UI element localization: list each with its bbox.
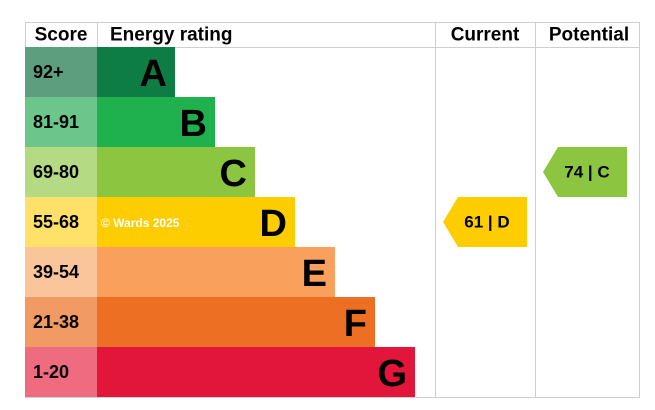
rating-bar	[97, 347, 415, 397]
bands: 92+ A 81-91 B 69-80 C 55-68 D 39-54 E 21-38 F 1-20 G	[25, 47, 415, 397]
score-label: 69-80	[33, 162, 79, 182]
score-label: 39-54	[33, 262, 79, 282]
score-label: 1-20	[33, 362, 69, 382]
score-cell	[25, 197, 97, 247]
watermark: © Wards 2025	[101, 216, 180, 230]
rating-letter: F	[344, 303, 367, 345]
current-label: 61 | D	[464, 213, 509, 232]
rating-letter: E	[302, 253, 327, 295]
score-label: 81-91	[33, 112, 79, 132]
rating-letter: B	[180, 103, 207, 145]
score-cell	[25, 347, 97, 397]
header-potential: Potential	[549, 25, 629, 46]
rating-letter: A	[140, 53, 167, 95]
score-label: 55-68	[33, 212, 79, 232]
score-cell	[25, 247, 97, 297]
rating-bar	[97, 247, 335, 297]
score-cell	[25, 147, 97, 197]
header-energy-rating: Energy rating	[110, 25, 232, 46]
rating-bar	[97, 97, 215, 147]
rating-bar	[97, 197, 295, 247]
rating-letter: C	[220, 153, 247, 195]
potential-arrow	[543, 147, 627, 197]
score-label: 92+	[33, 62, 64, 82]
rating-bar	[97, 47, 175, 97]
rating-letter: G	[377, 353, 407, 395]
header-current: Current	[451, 25, 520, 46]
score-cell	[25, 47, 97, 97]
score-cell	[25, 297, 97, 347]
header-score: Score	[35, 25, 88, 46]
potential-label: 74 | C	[564, 163, 609, 182]
current-arrow	[443, 197, 527, 247]
score-cell	[25, 97, 97, 147]
rating-bar	[97, 147, 255, 197]
rating-letter: D	[260, 203, 287, 245]
rating-bar	[97, 297, 375, 347]
score-label: 21-38	[33, 312, 79, 332]
